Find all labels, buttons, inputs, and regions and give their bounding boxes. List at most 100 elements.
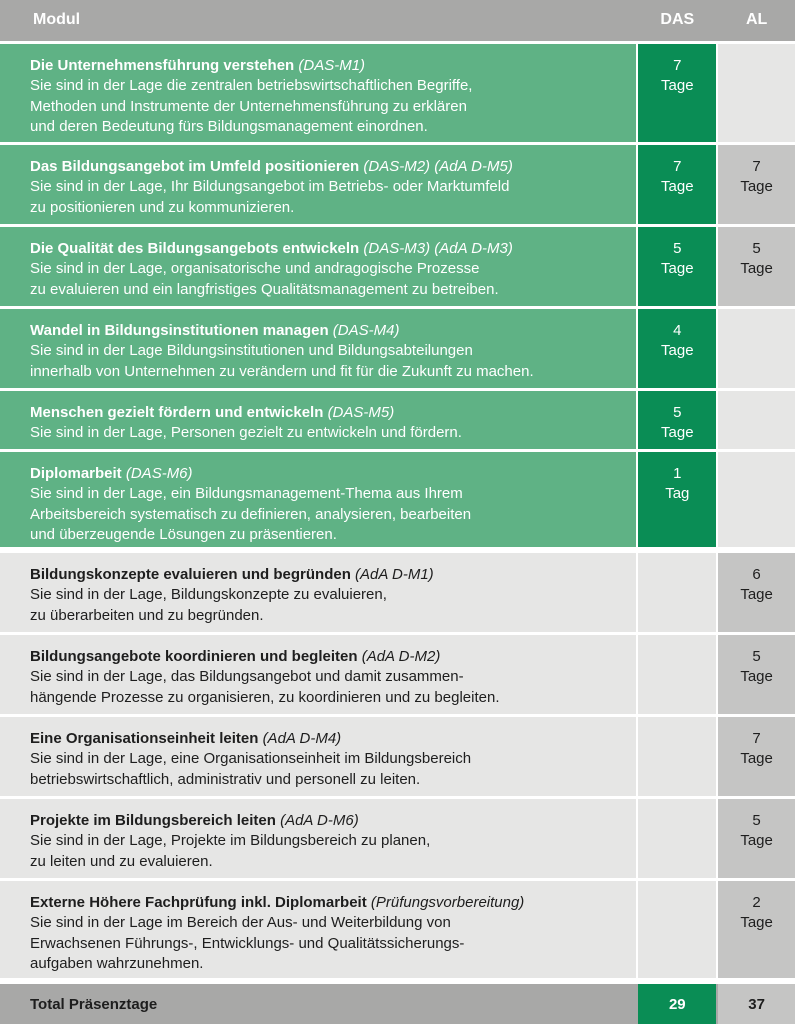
module-description-line: und deren Bedeutung fürs Bildungsmanagem… (30, 118, 428, 135)
module-description-line: innerhalb von Unternehmen zu verändern u… (30, 362, 534, 380)
module-description-line: Sie sind in der Lage, Projekte im Bildun… (30, 832, 431, 849)
module-description-line: aufgaben wahrzunehmen. (30, 955, 204, 972)
das-days-unit: Tage (661, 178, 694, 195)
al-days-cell (718, 309, 795, 388)
module-code: (DAS-M3) (AdA D-M3) (363, 240, 513, 257)
module-name: Die Unternehmensführung verstehen (30, 57, 295, 74)
module-description-line: Arbeitsbereich systematisch zu definiere… (30, 505, 472, 523)
das-days-unit: Tage (661, 260, 694, 277)
das-days-unit: Tage (661, 342, 694, 359)
al-days-cell: 5 Tage (718, 799, 795, 878)
module-title: Diplomarbeit (DAS-M6) (30, 464, 636, 484)
table-row: Bildungsangebote koordinieren und beglei… (0, 635, 795, 714)
header-al: AL (745, 11, 768, 28)
module-description-line: Erwachsenen Führungs-, Entwicklungs- und… (30, 934, 465, 952)
das-days-cell: 4 Tage (638, 309, 717, 388)
module-title: Bildungskonzepte evaluieren und begründe… (30, 565, 636, 585)
module-title: Die Unternehmensführung verstehen (DAS-M… (30, 56, 636, 76)
das-days-value: 1 (673, 465, 682, 482)
module-title: Menschen gezielt fördern und entwickeln … (30, 403, 636, 423)
al-days-value: 5 (752, 812, 761, 829)
table-row: Projekte im Bildungsbereich leiten (AdA … (0, 799, 795, 878)
module-title: Wandel in Bildungsinstitutionen managen … (30, 321, 636, 341)
table-row: Eine Organisationseinheit leiten (AdA D-… (0, 717, 795, 796)
al-days-cell: 7 Tage (718, 145, 795, 224)
module-name: Menschen gezielt fördern und entwickeln (30, 404, 324, 421)
al-days-cell: 7 Tage (718, 717, 795, 796)
al-days-unit: Tage (740, 750, 773, 767)
module-name: Bildungskonzepte evaluieren und begründe… (30, 566, 351, 583)
das-days-value: 7 (673, 57, 682, 74)
module-cell: Wandel in Bildungsinstitutionen managen … (0, 309, 637, 388)
das-days-unit: Tage (661, 424, 694, 441)
al-days-cell (718, 44, 795, 142)
module-code: (AdA D-M6) (280, 812, 359, 829)
module-code: (DAS-M4) (332, 322, 400, 339)
al-days-unit: Tage (740, 832, 773, 849)
table-row: Menschen gezielt fördern und entwickeln … (0, 391, 795, 449)
al-days-cell (718, 391, 795, 449)
al-days-unit: Tage (740, 260, 773, 277)
al-days-cell (718, 452, 795, 547)
header-divider (0, 41, 795, 44)
module-description-line: Sie sind in der Lage im Bereich der Aus-… (30, 914, 451, 931)
table-row: Bildungskonzepte evaluieren und begründe… (0, 553, 795, 632)
table-row: Wandel in Bildungsinstitutionen managen … (0, 309, 795, 388)
module-cell: Projekte im Bildungsbereich leiten (AdA … (0, 799, 637, 878)
module-description-line: zu positionieren und zu kommunizieren. (30, 198, 295, 216)
module-code: (DAS-M6) (125, 465, 193, 482)
das-days-cell (638, 881, 717, 978)
module-name: Projekte im Bildungsbereich leiten (30, 812, 276, 829)
module-description-line: zu leiten und zu evaluieren. (30, 852, 213, 870)
al-days-unit: Tage (740, 914, 773, 931)
module-title: Die Qualität des Bildungsangebots entwic… (30, 239, 636, 259)
total-das: 29 (638, 984, 717, 1024)
module-description-line: Sie sind in der Lage Bildungsinstitution… (30, 342, 473, 359)
al-days-unit: Tage (740, 586, 773, 603)
das-days-cell: 7 Tage (638, 44, 717, 142)
module-cell: Diplomarbeit (DAS-M6) Sie sind in der Lag… (0, 452, 637, 547)
total-al: 37 (718, 984, 795, 1024)
al-days-cell: 6 Tage (718, 553, 795, 632)
module-description-line: betriebswirtschaftlich, administrativ un… (30, 770, 421, 788)
table-row: Die Qualität des Bildungsangebots entwic… (0, 227, 795, 306)
module-description-line: Sie sind in der Lage, ein Bildungsmanage… (30, 485, 463, 502)
module-cell: Externe Höhere Fachprüfung inkl. Diploma… (0, 881, 637, 978)
module-description-line: Sie sind in der Lage, Bildungskonzepte z… (30, 586, 387, 603)
module-name: Bildungsangebote koordinieren und beglei… (30, 648, 358, 665)
al-days-value: 6 (752, 566, 761, 583)
table-row: Die Unternehmensführung verstehen (DAS-M… (0, 44, 795, 142)
module-description-line: und überzeugende Lösungen zu präsentiere… (30, 526, 337, 543)
module-code: (DAS-M1) (298, 57, 366, 74)
das-days-cell: 5 Tage (638, 227, 717, 306)
al-days-unit: Tage (740, 178, 773, 195)
module-description-line: Methoden und Instrumente der Unternehmen… (30, 97, 467, 115)
das-days-cell (638, 553, 717, 632)
total-row: Total Präsenztage 29 37 (0, 984, 795, 1024)
module-name: Diplomarbeit (30, 465, 122, 482)
module-cell: Menschen gezielt fördern und entwickeln … (0, 391, 637, 449)
das-days-cell (638, 717, 717, 796)
das-days-cell: 7 Tage (638, 145, 717, 224)
module-cell: Bildungskonzepte evaluieren und begründe… (0, 553, 637, 632)
header-das: DAS (660, 11, 695, 28)
module-code: (AdA D-M1) (355, 566, 434, 583)
section-divider (0, 550, 795, 553)
module-cell: Bildungsangebote koordinieren und beglei… (0, 635, 637, 714)
module-code: (DAS-M2) (AdA D-M5) (363, 158, 513, 175)
module-description-line: Sie sind in der Lage, organisatorische u… (30, 260, 480, 277)
module-name: Das Bildungsangebot im Umfeld positionie… (30, 158, 360, 175)
module-cell: Eine Organisationseinheit leiten (AdA D-… (0, 717, 637, 796)
al-days-value: 7 (752, 730, 761, 747)
das-days-unit: Tage (661, 77, 694, 94)
module-description-line: Sie sind in der Lage, das Bildungsangebo… (30, 668, 464, 685)
module-description-line: zu evaluieren und ein langfristiges Qual… (30, 280, 499, 298)
al-days-value: 5 (752, 648, 761, 665)
table-row: Diplomarbeit (DAS-M6) Sie sind in der Lag… (0, 452, 795, 547)
module-cell: Die Qualität des Bildungsangebots entwic… (0, 227, 637, 306)
al-days-value: 5 (752, 240, 761, 257)
module-title: Das Bildungsangebot im Umfeld positionie… (30, 157, 636, 177)
module-description-line: hängende Prozesse zu organisieren, zu ko… (30, 688, 500, 706)
module-cell: Die Unternehmensführung verstehen (DAS-M… (0, 44, 637, 142)
